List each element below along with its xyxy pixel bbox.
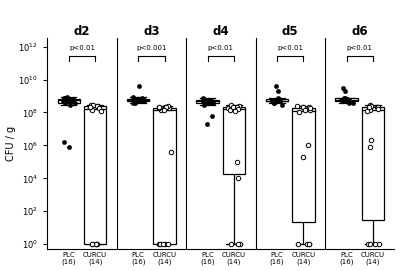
Bar xyxy=(84,106,106,244)
Bar xyxy=(127,99,149,101)
Text: d4: d4 xyxy=(212,24,229,37)
Bar xyxy=(58,99,80,102)
Bar xyxy=(223,108,245,174)
Text: p<0.01: p<0.01 xyxy=(347,46,373,51)
Bar xyxy=(154,108,176,244)
Text: p<0.01: p<0.01 xyxy=(208,46,234,51)
Bar xyxy=(266,99,288,101)
Text: p<0.01: p<0.01 xyxy=(277,46,303,51)
Text: d5: d5 xyxy=(282,24,298,37)
Bar xyxy=(196,100,219,102)
Text: p<0.01: p<0.01 xyxy=(69,46,95,51)
Bar xyxy=(292,108,314,222)
Text: d2: d2 xyxy=(74,24,90,37)
Text: d6: d6 xyxy=(352,24,368,37)
Text: p<0.001: p<0.001 xyxy=(136,46,166,51)
Bar xyxy=(362,108,384,220)
Bar xyxy=(336,98,358,101)
Y-axis label: CFU / g: CFU / g xyxy=(6,126,16,161)
Text: d3: d3 xyxy=(143,24,160,37)
